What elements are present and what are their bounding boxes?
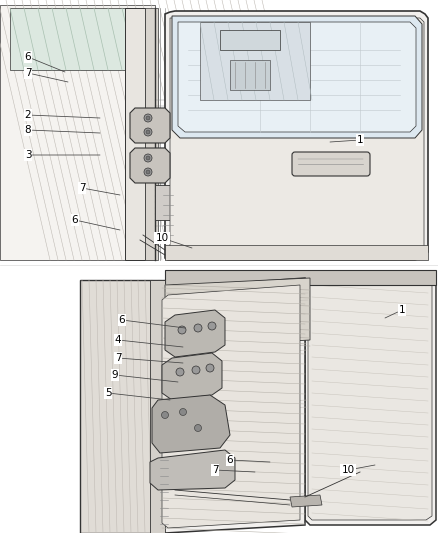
Polygon shape [80, 280, 165, 533]
Circle shape [144, 128, 152, 136]
FancyBboxPatch shape [292, 152, 370, 176]
Circle shape [146, 116, 150, 120]
Circle shape [144, 168, 152, 176]
Polygon shape [200, 22, 310, 100]
Polygon shape [172, 16, 422, 138]
Polygon shape [162, 353, 222, 400]
Circle shape [144, 114, 152, 122]
Circle shape [146, 130, 150, 134]
Polygon shape [152, 395, 230, 453]
Text: 6: 6 [25, 52, 65, 72]
Polygon shape [178, 22, 416, 132]
Polygon shape [165, 270, 436, 285]
Text: 10: 10 [342, 465, 375, 475]
Polygon shape [162, 285, 300, 528]
Polygon shape [305, 278, 436, 525]
Polygon shape [290, 495, 322, 507]
Circle shape [180, 408, 187, 416]
Text: 1: 1 [330, 135, 363, 145]
Text: 6: 6 [72, 215, 120, 230]
Circle shape [206, 364, 214, 372]
Polygon shape [150, 450, 235, 490]
Polygon shape [130, 108, 170, 143]
Circle shape [192, 366, 200, 374]
Polygon shape [220, 30, 280, 50]
Polygon shape [150, 280, 165, 533]
Text: 5: 5 [105, 388, 170, 400]
Text: 4: 4 [115, 335, 183, 347]
Polygon shape [308, 282, 432, 520]
Polygon shape [158, 278, 305, 533]
Circle shape [144, 154, 152, 162]
Text: 3: 3 [25, 150, 100, 160]
Polygon shape [170, 18, 424, 252]
Circle shape [162, 411, 169, 418]
Polygon shape [0, 5, 155, 260]
Text: 6: 6 [119, 315, 185, 328]
Polygon shape [10, 8, 130, 70]
Text: 7: 7 [115, 353, 183, 363]
Circle shape [178, 326, 186, 334]
Text: 7: 7 [212, 465, 255, 475]
Polygon shape [125, 8, 145, 260]
Text: 1: 1 [385, 305, 405, 318]
Polygon shape [155, 185, 175, 220]
Text: 2: 2 [25, 110, 100, 120]
Polygon shape [165, 278, 310, 348]
Text: 7: 7 [25, 68, 68, 82]
Polygon shape [165, 11, 428, 260]
Circle shape [176, 368, 184, 376]
Polygon shape [165, 310, 225, 357]
Circle shape [194, 324, 202, 332]
Circle shape [194, 424, 201, 432]
Polygon shape [165, 245, 428, 260]
Polygon shape [230, 60, 270, 90]
Text: 8: 8 [25, 125, 100, 135]
Polygon shape [130, 148, 170, 183]
Text: 7: 7 [79, 183, 120, 195]
Circle shape [146, 170, 150, 174]
Text: 10: 10 [155, 233, 192, 248]
Circle shape [146, 156, 150, 160]
Text: 9: 9 [112, 370, 178, 382]
Text: 6: 6 [227, 455, 270, 465]
Circle shape [208, 322, 216, 330]
Polygon shape [145, 8, 158, 260]
